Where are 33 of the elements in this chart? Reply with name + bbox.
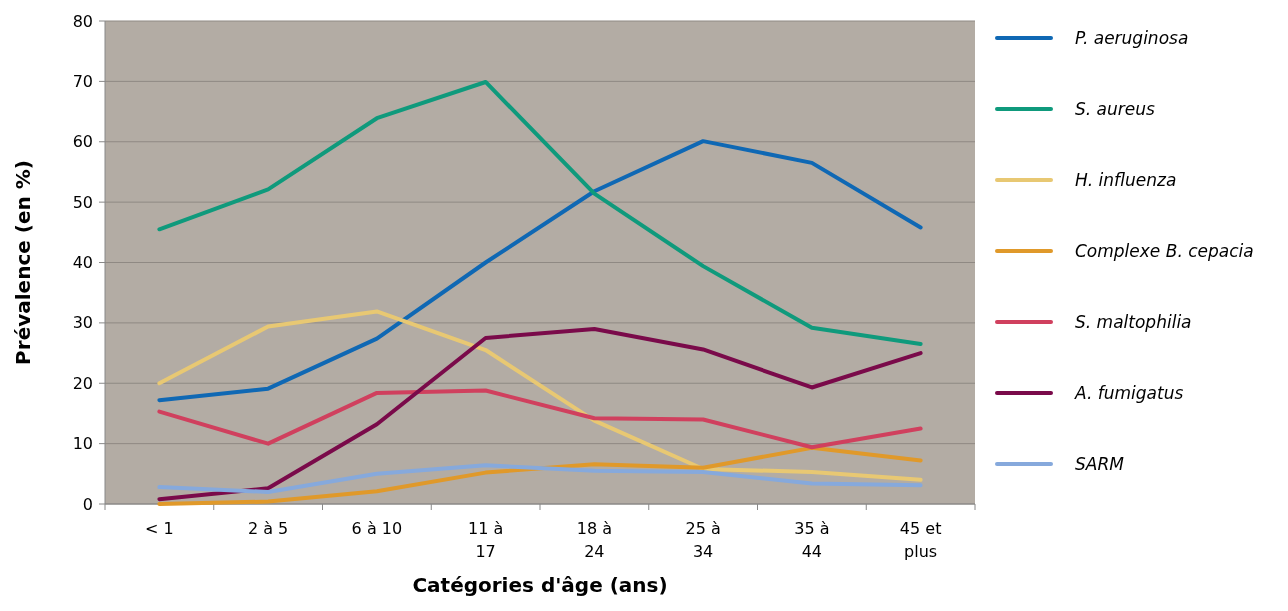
legend-label: Complexe B. cepacia [1075, 240, 1254, 261]
y-tick-label: 10 [72, 434, 93, 454]
line-series [157, 309, 923, 482]
x-tick-label: 35 à 44 [794, 519, 830, 561]
line-series [157, 463, 923, 494]
x-tick-label: 45 et plus [899, 519, 942, 561]
legend-label: P. aeruginosa [1075, 27, 1189, 48]
x-tick-label: 11 à 17 [468, 519, 504, 561]
line-series [157, 388, 923, 450]
legend-label: H. influenza [1075, 169, 1177, 190]
legend-label: SARM [1075, 453, 1125, 474]
x-tick-label: < 1 [145, 519, 174, 538]
x-tick-label: 18 à 24 [576, 519, 612, 561]
y-tick-label: 50 [72, 192, 93, 212]
line-series [157, 445, 923, 506]
y-tick-label: 80 [72, 11, 93, 31]
line-series [157, 326, 923, 502]
x-axis-title: Catégories d'âge (ans) [412, 573, 668, 597]
y-axis-title: Prévalence (en %) [11, 160, 35, 365]
y-tick-label: 40 [72, 253, 93, 273]
line-series [157, 139, 923, 403]
line-series [157, 79, 923, 347]
x-tick-label: 25 à 34 [685, 519, 721, 561]
x-tick-label: 6 à 10 [351, 519, 403, 538]
y-tick-label: 70 [72, 71, 93, 91]
y-tick-label: 20 [72, 373, 93, 393]
legend-label: S. aureus [1075, 98, 1156, 119]
legend-label: A. fumigatus [1074, 382, 1184, 403]
y-tick-label: 60 [72, 132, 93, 152]
y-tick-label: 0 [82, 494, 93, 514]
x-tick-label: 2 à 5 [247, 519, 289, 538]
legend-label: S. maltophilia [1075, 311, 1192, 332]
y-tick-label: 30 [72, 313, 93, 333]
